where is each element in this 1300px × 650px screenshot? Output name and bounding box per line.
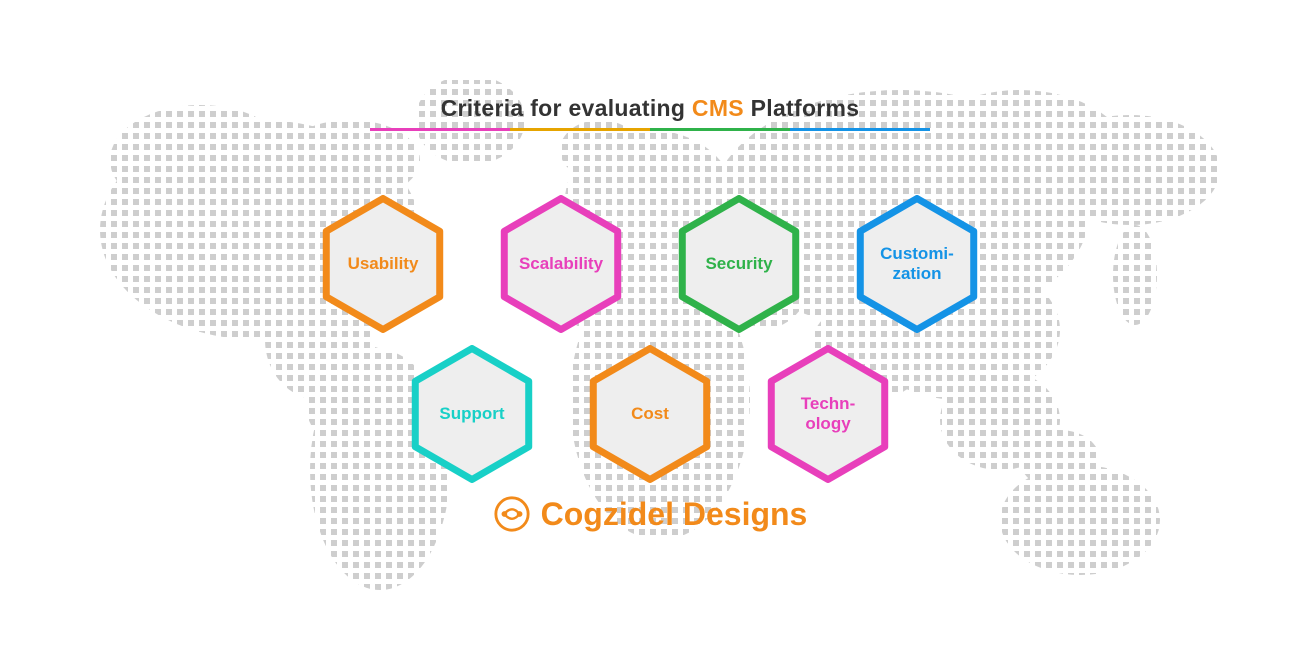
- hex-label: Scalability: [519, 254, 603, 274]
- title-underline-segment: [510, 128, 650, 131]
- title-underline-segment: [790, 128, 930, 131]
- hex-techn-ology: Techn- ology: [759, 345, 897, 483]
- hex-security: Security: [670, 195, 808, 333]
- logo-mark-icon: [493, 495, 531, 533]
- logo-text: Cogzidel Designs: [541, 496, 808, 533]
- hex-label: Support: [439, 404, 504, 424]
- hex-row-2: Support Cost Techn- ology: [0, 345, 1300, 483]
- hex-row-1: Usability Scalability Security Customi- zat…: [0, 195, 1300, 333]
- infographic-title: Criteria for evaluating CMS Platforms: [0, 95, 1300, 122]
- title-underline-segment: [370, 128, 510, 131]
- hex-customi-zation: Customi- zation: [848, 195, 986, 333]
- title-block: Criteria for evaluating CMS Platforms: [0, 95, 1300, 131]
- infographic-canvas: Criteria for evaluating CMS Platforms Us…: [0, 0, 1300, 650]
- hex-label: Cost: [631, 404, 669, 424]
- title-underline-segment: [650, 128, 790, 131]
- hex-cost: Cost: [581, 345, 719, 483]
- title-pre: Criteria for evaluating: [441, 95, 692, 121]
- hex-usability: Usability: [314, 195, 452, 333]
- hex-scalability: Scalability: [492, 195, 630, 333]
- hex-support: Support: [403, 345, 541, 483]
- hex-label: Usability: [348, 254, 419, 274]
- title-underline: [0, 128, 1300, 131]
- logo-block: Cogzidel Designs: [0, 495, 1300, 533]
- title-accent: CMS: [692, 95, 744, 121]
- hex-label: Security: [705, 254, 772, 274]
- hex-label: Customi- zation: [880, 244, 954, 283]
- hex-label: Techn- ology: [801, 394, 855, 433]
- title-post: Platforms: [744, 95, 859, 121]
